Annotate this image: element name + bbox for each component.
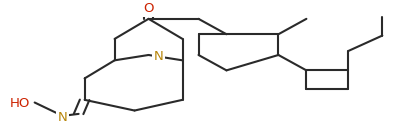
Text: HO: HO <box>10 97 30 110</box>
Text: N: N <box>58 111 67 124</box>
Text: N: N <box>154 50 164 64</box>
Text: O: O <box>143 2 154 15</box>
